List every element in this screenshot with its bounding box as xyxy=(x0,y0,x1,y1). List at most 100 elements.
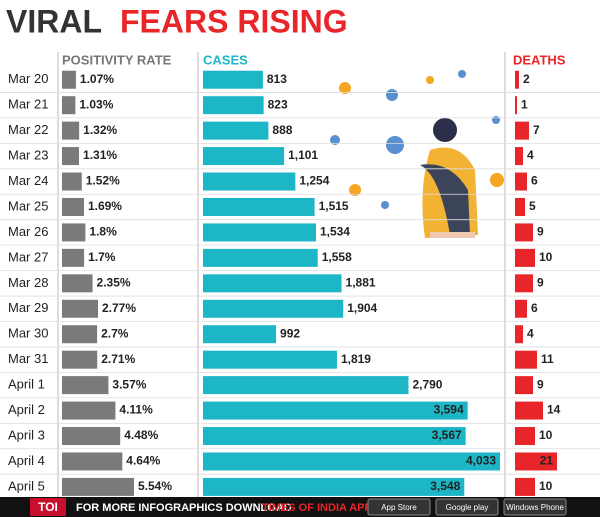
bar xyxy=(515,121,529,140)
row-label: Mar 20 xyxy=(8,71,48,86)
value-label: 1,515 xyxy=(319,199,349,213)
row-label: Mar 25 xyxy=(8,198,48,213)
row-label: Mar 28 xyxy=(8,275,48,290)
value-label: 2.35% xyxy=(97,275,131,289)
bar xyxy=(515,223,533,242)
value-label: 1.69% xyxy=(88,199,122,213)
row-label: Mar 23 xyxy=(8,148,48,163)
row-label: Mar 29 xyxy=(8,300,48,315)
row-label: Mar 27 xyxy=(8,249,48,264)
bar xyxy=(62,299,98,318)
panel-title: CASES xyxy=(203,52,248,67)
title-highlight: FEARS RISING xyxy=(120,3,348,39)
bar xyxy=(203,427,466,446)
value-label: 1.8% xyxy=(89,225,117,239)
bar xyxy=(203,477,465,496)
value-label: 3.57% xyxy=(112,377,146,391)
value-label: 1.03% xyxy=(79,97,113,111)
bar xyxy=(515,350,537,369)
bar xyxy=(515,452,557,471)
value-label: 1.31% xyxy=(83,148,117,162)
title-lead: VIRAL xyxy=(6,3,102,39)
bar xyxy=(203,121,269,140)
badge-label[interactable]: App Store xyxy=(381,503,417,512)
value-label: 4 xyxy=(527,148,534,162)
row-label: Mar 24 xyxy=(8,173,48,188)
value-label: 1.52% xyxy=(86,174,120,188)
row-label: April 3 xyxy=(8,427,45,442)
bar xyxy=(62,452,123,471)
row-label: Mar 26 xyxy=(8,224,48,239)
value-label: 2.77% xyxy=(102,301,136,315)
illustration xyxy=(330,70,504,238)
bar xyxy=(203,350,337,369)
badge-label[interactable]: Windows Phone xyxy=(506,503,564,512)
bar xyxy=(515,70,519,89)
footer-logo xyxy=(30,498,66,516)
bar xyxy=(203,147,285,166)
bar xyxy=(62,147,80,166)
value-label: 1.32% xyxy=(83,123,117,137)
value-label: 1,558 xyxy=(322,250,352,264)
panel-title: POSITIVITY RATE xyxy=(62,52,172,67)
row-label: April 5 xyxy=(8,478,45,493)
bar xyxy=(515,96,517,115)
value-label: 813 xyxy=(267,72,287,86)
value-label: 21 xyxy=(540,454,554,468)
value-label: 4.11% xyxy=(119,403,153,417)
footer-brand: TOI xyxy=(38,500,58,514)
bar xyxy=(203,197,315,216)
value-label: 6 xyxy=(531,301,538,315)
bar xyxy=(203,96,264,115)
bar xyxy=(203,248,318,267)
value-label: 2.71% xyxy=(101,352,135,366)
value-label: 1,534 xyxy=(320,225,350,239)
row-label: April 1 xyxy=(8,377,45,392)
value-label: 1,819 xyxy=(341,352,371,366)
bar xyxy=(62,325,98,344)
value-label: 888 xyxy=(272,123,292,137)
bar xyxy=(515,197,525,216)
bar xyxy=(62,172,82,191)
bar xyxy=(62,401,116,420)
bar xyxy=(203,274,342,293)
value-label: 4,033 xyxy=(466,454,496,468)
bar xyxy=(203,223,316,242)
bar xyxy=(62,223,86,242)
value-label: 2.7% xyxy=(101,326,129,340)
badge[interactable] xyxy=(367,498,431,516)
value-label: 1.07% xyxy=(80,72,114,86)
value-label: 992 xyxy=(280,326,300,340)
value-label: 2,790 xyxy=(412,377,442,391)
value-label: 1 xyxy=(521,97,528,111)
bar xyxy=(62,350,98,369)
value-label: 3,594 xyxy=(434,403,464,417)
value-label: 6 xyxy=(531,174,538,188)
bar xyxy=(515,325,523,344)
bar xyxy=(515,477,535,496)
badge[interactable] xyxy=(503,498,567,516)
bar xyxy=(62,274,93,293)
bar xyxy=(203,401,468,420)
value-label: 4 xyxy=(527,326,534,340)
badge-label[interactable]: Google play xyxy=(446,503,489,512)
value-label: 1,101 xyxy=(288,148,318,162)
badge[interactable] xyxy=(435,498,499,516)
value-label: 3,548 xyxy=(430,479,460,493)
value-label: 14 xyxy=(547,403,561,417)
bar xyxy=(203,376,409,395)
bar xyxy=(515,401,543,420)
value-label: 823 xyxy=(268,97,288,111)
row-label: April 4 xyxy=(8,453,45,468)
footer-app: TIMES OF INDIA APP xyxy=(262,502,372,514)
value-label: 1.7% xyxy=(88,250,116,264)
row-label: Mar 30 xyxy=(8,326,48,341)
bar xyxy=(203,452,500,471)
value-label: 11 xyxy=(541,352,554,366)
bar xyxy=(62,427,121,446)
bar xyxy=(515,376,533,395)
bar xyxy=(515,147,523,166)
value-label: 9 xyxy=(537,225,544,239)
value-label: 9 xyxy=(537,275,544,289)
